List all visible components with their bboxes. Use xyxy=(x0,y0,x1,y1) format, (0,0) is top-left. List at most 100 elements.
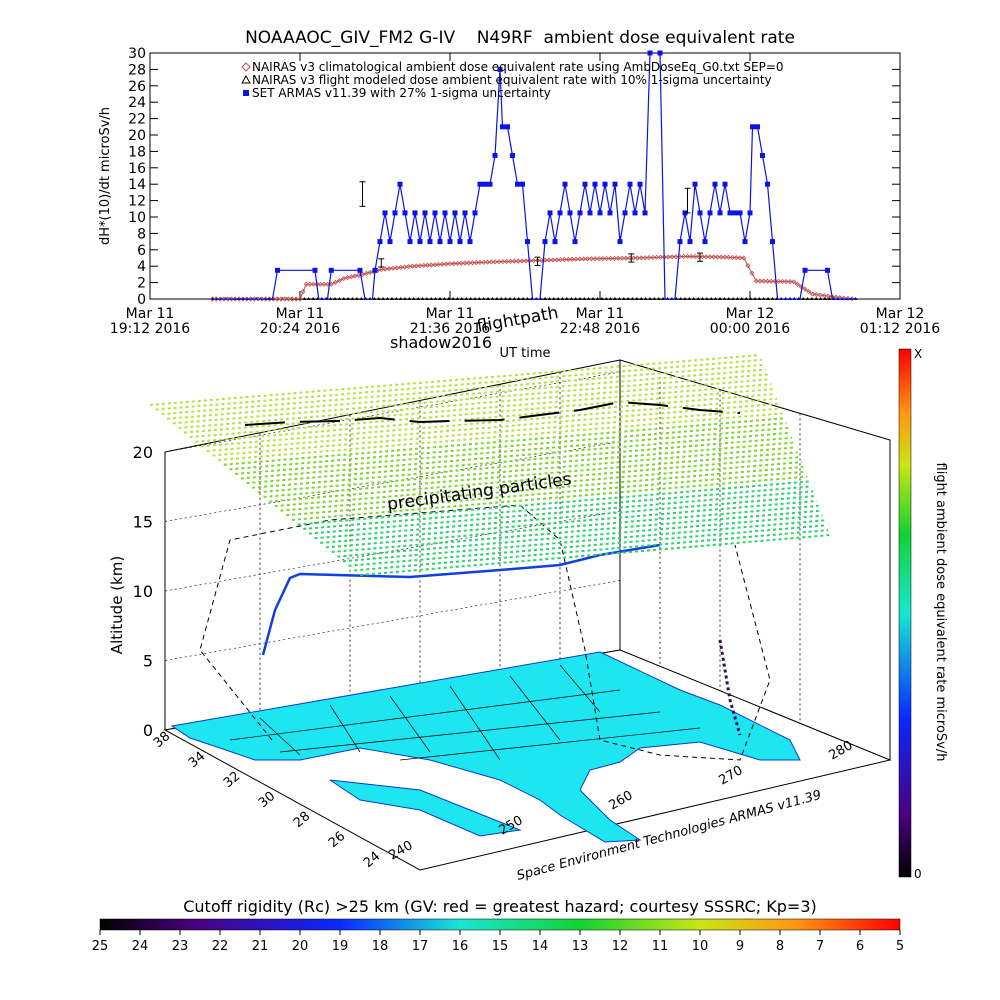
climatological-point xyxy=(794,281,801,287)
flight-model-point xyxy=(678,297,683,300)
particle-stripe xyxy=(263,451,798,498)
particle-stripe xyxy=(218,412,783,462)
armas-point xyxy=(765,181,770,187)
armas-point xyxy=(562,181,568,187)
climatological-point xyxy=(604,255,610,262)
altitude-tick-label: 20 xyxy=(133,443,153,462)
climatological-point xyxy=(776,278,782,285)
armas-point xyxy=(452,210,458,216)
climatological-point xyxy=(809,291,816,297)
armas-point xyxy=(500,124,505,130)
altitude-tick-label: 5 xyxy=(143,652,153,671)
climatological-point xyxy=(428,262,434,268)
legend-label: NAIRAS v3 climatological ambient dose eq… xyxy=(252,60,784,74)
climatological-line xyxy=(212,255,857,300)
armas-point xyxy=(692,181,698,187)
climatological-point xyxy=(225,296,231,302)
armas-point xyxy=(612,181,618,187)
y-tick-label: 10 xyxy=(128,210,146,226)
particle-stripe xyxy=(172,373,768,425)
climatological-point xyxy=(658,254,664,260)
particle-stripe xyxy=(200,397,778,448)
particle-stripe xyxy=(178,378,770,429)
climatological-point xyxy=(443,261,449,267)
x-tick-label-time: 01:12 2016 xyxy=(860,321,941,337)
flight-model-point xyxy=(722,297,727,300)
cutoff-tick-label: 7 xyxy=(816,939,824,954)
particle-stripe xyxy=(183,383,772,434)
flight-model-point xyxy=(757,297,762,300)
climatological-point xyxy=(481,259,487,265)
climatological-point xyxy=(753,278,759,284)
flight-model-point xyxy=(446,297,451,300)
climatological-point xyxy=(332,279,338,285)
particle-stripe xyxy=(354,529,829,572)
climatological-point xyxy=(213,296,219,302)
climatological-point xyxy=(413,263,419,269)
flight-model-point xyxy=(420,297,425,300)
climatological-point xyxy=(337,277,343,283)
armas-point xyxy=(567,210,573,216)
climatological-point xyxy=(550,257,556,263)
y-tick-label: 26 xyxy=(128,79,146,95)
y-tick-label: 12 xyxy=(128,194,146,210)
armas-point xyxy=(520,181,525,187)
armas-point xyxy=(487,181,493,187)
flight-model-point xyxy=(486,297,491,300)
climatological-point xyxy=(569,256,575,262)
particle-stripe xyxy=(155,358,762,411)
climatological-point xyxy=(344,275,351,281)
altitude-label: Altitude (km) xyxy=(108,556,126,654)
particle-stripe xyxy=(229,422,787,471)
flight-model-point xyxy=(451,297,456,300)
armas-point xyxy=(407,239,413,245)
y-tick-label: 18 xyxy=(128,144,146,160)
flight-model-point xyxy=(350,297,355,300)
particle-stripe xyxy=(297,480,810,526)
climatological-point xyxy=(286,296,292,302)
climatological-point xyxy=(300,289,306,295)
armas-point xyxy=(377,239,383,245)
armas-point xyxy=(707,210,713,216)
climatological-point xyxy=(356,272,362,278)
flight-model-point xyxy=(573,297,578,300)
armas-point xyxy=(427,239,433,245)
flight-model-point xyxy=(704,297,709,300)
cutoff-tick-label: 14 xyxy=(532,939,549,954)
climatological-point xyxy=(228,296,235,302)
climatological-point xyxy=(845,295,851,302)
flight-model-point xyxy=(411,297,416,300)
flight-model-point xyxy=(306,297,311,300)
flight-model-point xyxy=(424,297,429,300)
flight-model-point xyxy=(564,297,569,300)
climatological-point xyxy=(692,253,698,260)
cutoff-tick-label: 25 xyxy=(92,939,109,954)
particle-stripe xyxy=(291,475,808,521)
climatological-point xyxy=(421,262,427,269)
climatological-point xyxy=(718,254,724,260)
flight-model-point xyxy=(442,297,447,300)
climatological-point xyxy=(454,260,461,266)
climatological-point xyxy=(390,265,396,271)
armas-point xyxy=(727,210,733,216)
flight-model-point xyxy=(459,297,464,300)
dose-colorbar xyxy=(898,348,912,878)
climatological-point xyxy=(247,296,254,302)
armas-point xyxy=(607,210,613,216)
flight-model-point xyxy=(407,297,412,300)
armas-point xyxy=(657,50,663,56)
y-tick-label: 14 xyxy=(128,177,146,193)
flight-model-point xyxy=(416,297,421,300)
colorbar-top-label: X xyxy=(914,347,922,361)
x-tick-label-date: Mar 11 xyxy=(576,306,625,322)
armas-point xyxy=(587,210,593,216)
flight-model-point xyxy=(805,297,810,300)
legend-marker xyxy=(243,90,249,96)
climatological-point xyxy=(307,281,313,287)
armas-point xyxy=(372,267,378,273)
climatological-point xyxy=(711,254,717,260)
armas-point xyxy=(647,50,653,56)
flight-model-point xyxy=(595,297,600,300)
x-tick-label-time: 00:00 2016 xyxy=(710,321,791,337)
flight-model-point xyxy=(608,297,613,300)
